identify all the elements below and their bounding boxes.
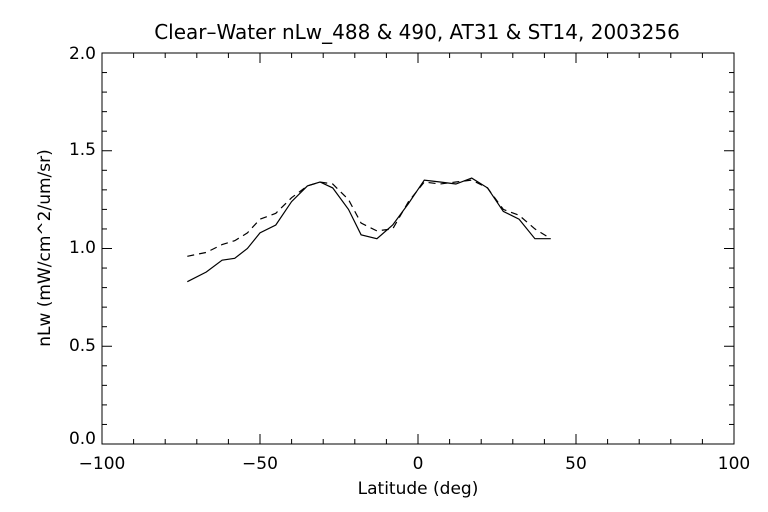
y-tick-label-1: 0.5 (69, 336, 96, 356)
x-tick-label-3: 50 (565, 454, 587, 474)
x-tick-label-1: −50 (242, 454, 278, 474)
x-tick-label-4: 100 (718, 454, 750, 474)
plot-frame (101, 52, 735, 445)
chart-title: Clear–Water nLw_488 & 490, AT31 & ST14, … (154, 20, 680, 44)
y-tick-label-0: 0.0 (69, 429, 96, 449)
y-tick-label-3: 1.5 (69, 140, 96, 160)
x-tick-label-2: 0 (413, 454, 424, 474)
series-line-dashed (187, 179, 552, 257)
series-line-solid (187, 177, 551, 283)
axis-ticks (101, 52, 735, 445)
y-axis-label: nLw (mW/cm^2/um/sr) (35, 149, 55, 347)
y-tick-label-4: 2.0 (69, 44, 96, 64)
series-layer (187, 177, 552, 283)
x-axis-label: Latitude (deg) (358, 479, 479, 499)
x-tick-label-0: −100 (79, 454, 126, 474)
y-tick-label-2: 1.0 (69, 238, 96, 258)
